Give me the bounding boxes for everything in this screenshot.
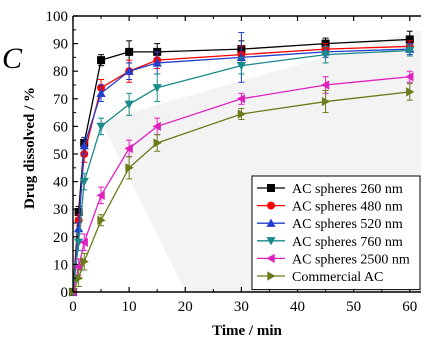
legend-entry: AC spheres 520 nm [257,217,403,232]
data-point [80,257,89,267]
y-axis-title: Drug dissolved / % [22,87,38,209]
legend-label: AC spheres 520 nm [292,217,403,232]
data-point [237,109,246,119]
legend-label: AC spheres 480 nm [292,200,403,215]
data-point [124,66,134,75]
series-layer [68,30,415,297]
data-point [74,207,83,216]
y-tick-label: 50 [53,147,68,163]
x-tick-label: 0 [69,299,77,315]
data-point [152,121,161,131]
legend-label: AC spheres 2500 nm [292,252,410,267]
data-point [405,72,414,82]
series-6 [69,83,415,297]
data-point [96,88,106,97]
legend-marker [266,218,276,227]
y-tick-label: 70 [53,92,68,108]
data-point [96,122,106,131]
legend-marker [266,253,275,263]
data-point [124,100,134,109]
y-tick-label: 30 [53,202,68,218]
legend: AC spheres 260 nm AC spheres 480 nm AC sph… [251,175,421,291]
legend-entry: AC spheres 260 nm [257,182,403,197]
legend-marker [266,237,276,246]
data-point [124,143,133,154]
series-4 [68,44,415,297]
y-tick-label: 90 [53,37,68,53]
legend-marker [267,201,275,210]
x-tick-label: 10 [122,299,137,315]
y-tick-label: 60 [53,119,68,135]
legend-marker [267,184,275,192]
legend-label: AC spheres 260 nm [292,182,403,197]
data-point [74,223,84,233]
legend-entry: Commercial AC [257,270,383,285]
x-tick-label: 50 [346,299,361,315]
data-point [97,56,106,65]
y-tick-label: 10 [53,257,68,273]
legend-box [251,175,421,291]
data-point [125,47,134,56]
data-point [96,190,105,200]
data-point [236,62,246,71]
data-point [79,141,89,150]
y-tick-label: 40 [53,175,68,191]
data-point [152,84,162,93]
data-point [125,163,134,173]
x-tick-label: 40 [290,299,305,315]
legend-entry: AC spheres 2500 nm [257,252,410,267]
legend-entry: AC spheres 760 nm [257,235,403,250]
x-tick-label: 20 [178,299,193,315]
y-tick-label: 20 [53,230,68,246]
data-point [79,237,88,247]
y-tick-label: 100 [46,9,69,25]
y-tick-label: 80 [53,64,68,80]
panel-label: C [2,42,23,75]
legend-marker [267,271,276,281]
data-point [74,238,84,247]
x-tick-label: 30 [234,299,249,315]
data-point [405,46,415,56]
legend-label: AC spheres 760 nm [292,235,403,250]
x-tick-label: 60 [402,299,417,315]
data-point [320,80,330,90]
data-point [153,138,162,148]
data-point [152,58,162,67]
data-point [236,94,246,104]
data-point [79,177,89,187]
y-tick-label: 0 [61,285,69,301]
data-point [320,50,331,60]
legend-entry: AC spheres 480 nm [257,200,403,215]
data-point [406,87,415,97]
legend-label: Commercial AC [292,270,383,285]
x-axis-title: Time / min [212,323,282,339]
data-point [321,96,331,107]
data-point [74,273,84,283]
data-point [97,215,106,225]
data-point [405,35,414,44]
